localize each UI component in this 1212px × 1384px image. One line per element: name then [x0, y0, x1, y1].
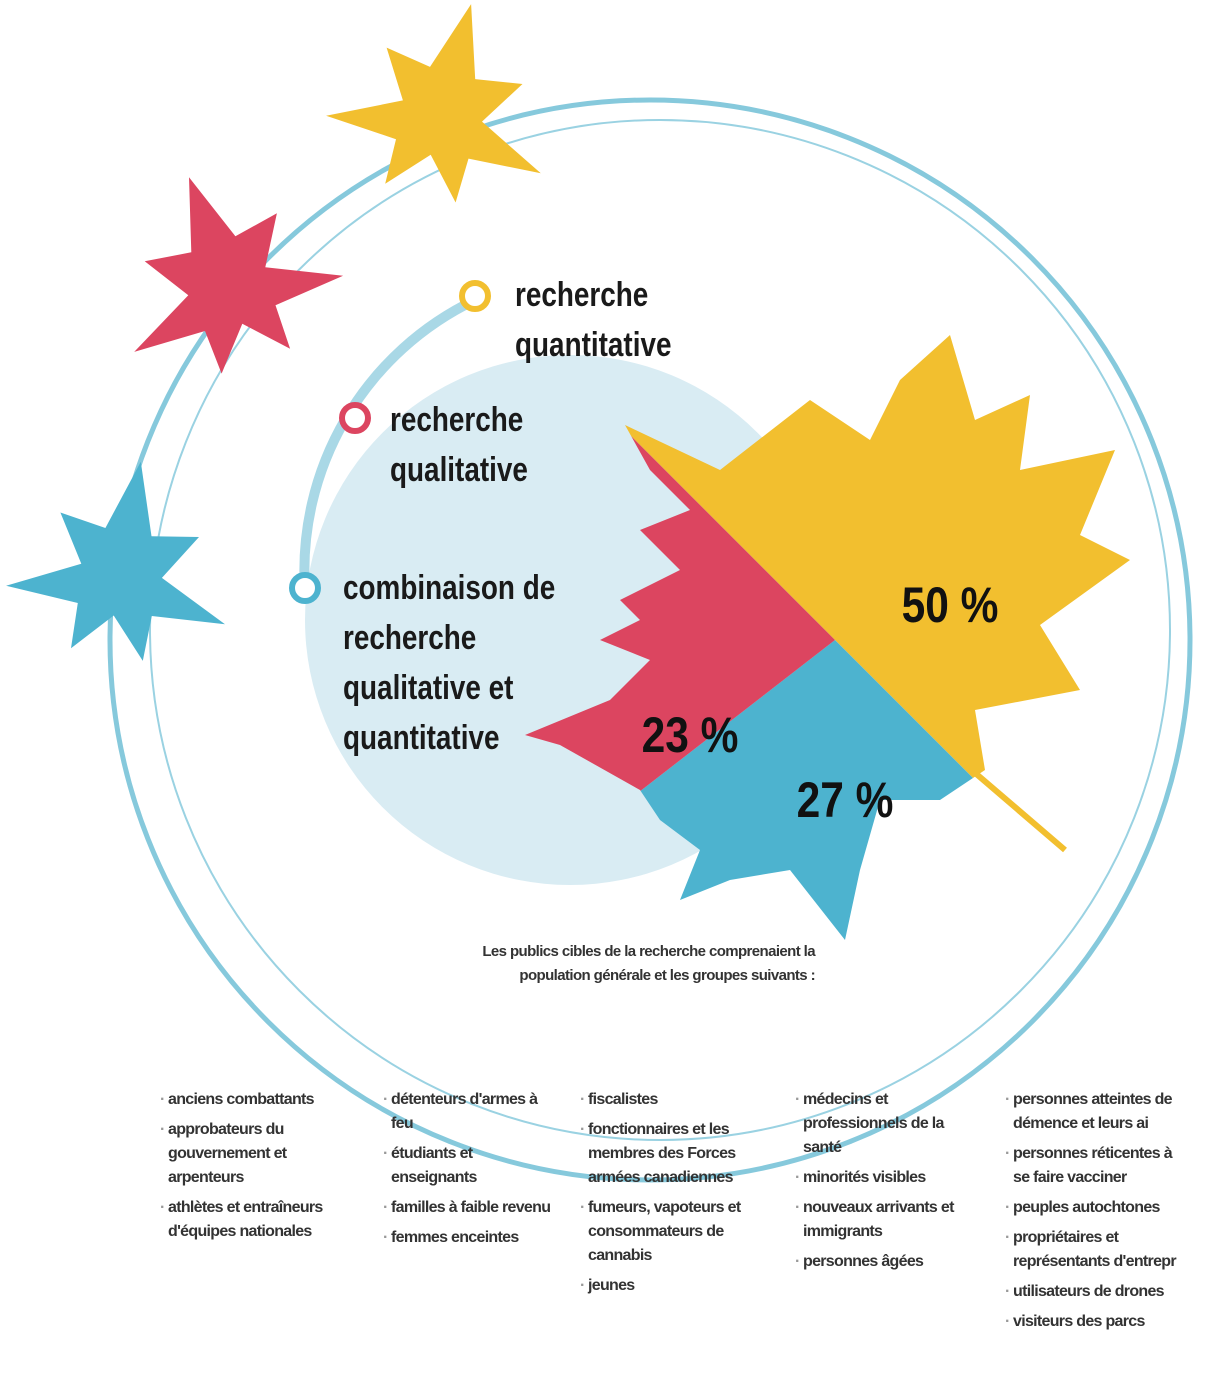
audience-item: personnes âgées	[795, 1250, 975, 1274]
audience-item: visiteurs des parcs	[1005, 1310, 1183, 1334]
audience-item: athlètes et entraîneurs d'équipes nation…	[160, 1196, 350, 1244]
audience-column: médecins et professionnels de la santé mi…	[795, 1088, 975, 1280]
legend-marker	[462, 283, 488, 309]
audience-item: utilisateurs de drones	[1005, 1280, 1183, 1304]
value-label: 23 %	[642, 706, 739, 764]
audience-item: femmes enceintes	[383, 1226, 553, 1250]
legend-label: recherche qualitative	[390, 395, 603, 495]
audience-item: jeunes	[580, 1274, 770, 1298]
audience-item: fonctionnaires et les membres des Forces…	[580, 1118, 770, 1190]
audience-item: étudiants et enseignants	[383, 1142, 553, 1190]
audience-column: fiscalistes fonctionnaires et les membres…	[580, 1088, 770, 1304]
decorative-leaf	[6, 462, 225, 661]
audience-item: personnes atteintes de démence et leurs …	[1005, 1088, 1183, 1136]
audience-item: fumeurs, vapoteurs et consommateurs de c…	[580, 1196, 770, 1268]
audience-column: personnes atteintes de démence et leurs …	[1005, 1088, 1212, 1340]
audience-item: anciens combattants	[160, 1088, 350, 1112]
audience-item: personnes réticentes à se faire vacciner	[1005, 1142, 1183, 1190]
value-label: 27 %	[797, 771, 894, 829]
legend-label: combinaison de recherche qualitative et …	[343, 563, 556, 763]
audience-intro: Les publics cibles de la recherche compr…	[470, 940, 815, 988]
audience-item: minorités visibles	[795, 1166, 975, 1190]
value-label: 50 %	[902, 576, 999, 634]
audience-item: nouveaux arrivants et immigrants	[795, 1196, 975, 1244]
audience-item: détenteurs d'armes à feu	[383, 1088, 553, 1136]
audience-item: médecins et professionnels de la santé	[795, 1088, 975, 1160]
legend-marker	[342, 405, 368, 431]
legend-label: recherche quantitative	[515, 270, 728, 370]
audience-column: anciens combattants approbateurs du gouve…	[160, 1088, 350, 1250]
infographic: 50 % 27 % 23 % recherche quantitative recher…	[0, 0, 1212, 1384]
audience-item: propriétaires et représentants d'entrepr	[1005, 1226, 1183, 1274]
audience-item: familles à faible revenu	[383, 1196, 553, 1220]
legend-marker	[292, 575, 318, 601]
audience-item: fiscalistes	[580, 1088, 770, 1112]
audience-column: détenteurs d'armes à feu étudiants et ens…	[383, 1088, 553, 1256]
audience-item: peuples autochtones	[1005, 1196, 1183, 1220]
audience-item: approbateurs du gouvernement et arpenteu…	[160, 1118, 350, 1190]
